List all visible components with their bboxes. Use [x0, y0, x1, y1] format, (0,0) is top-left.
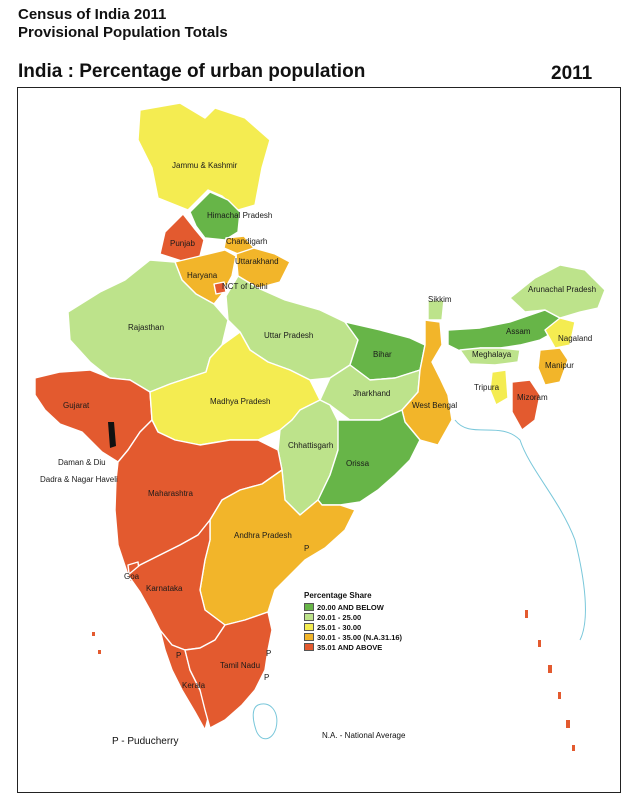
label-chandigarh: Chandigarh	[226, 237, 267, 246]
label-meghalaya: Meghalaya	[472, 350, 512, 359]
map-title: India : Percentage of urban population	[18, 61, 366, 82]
label-jammu-kashmir: Jammu & Kashmir	[172, 161, 238, 170]
label-chhattisgarh: Chhattisgarh	[288, 441, 333, 450]
national-average-note: N.A. - National Average	[322, 731, 406, 740]
label-assam: Assam	[506, 327, 531, 336]
state-meghalaya	[459, 347, 521, 366]
legend-item: 25.01 - 30.00	[304, 622, 402, 632]
label-arunachal: Arunachal Pradesh	[528, 285, 596, 294]
daman-diu-marker	[108, 422, 116, 448]
legend-item: 20.01 - 25.00	[304, 612, 402, 622]
label-tripura: Tripura	[474, 383, 500, 392]
label-andhra-pradesh: Andhra Pradesh	[234, 531, 292, 540]
legend-swatch	[304, 613, 314, 621]
puducherry-note: P - Puducherry	[112, 736, 179, 747]
label-maharashtra: Maharashtra	[148, 489, 193, 498]
census-subheader: Provisional Population Totals	[18, 24, 228, 41]
legend-item: 20.00 AND BELOW	[304, 602, 402, 612]
label-puducherry-p1: P	[304, 544, 309, 553]
legend-item: 30.01 - 35.00 (N.A.31.16)	[304, 632, 402, 642]
label-goa: Goa	[124, 572, 140, 581]
legend-items: 20.00 AND BELOW 20.01 - 25.00 25.01 - 30.0…	[304, 602, 402, 652]
legend-label: 35.01 AND ABOVE	[317, 642, 383, 652]
census-header: Census of India 2011	[18, 6, 167, 23]
legend-swatch	[304, 643, 314, 651]
legend-swatch	[304, 623, 314, 631]
label-uttarakhand: Uttarakhand	[235, 257, 279, 266]
state-manipur	[537, 347, 569, 386]
label-himachal: Himachal Pradesh	[207, 211, 272, 220]
label-tamil-nadu: Tamil Nadu	[220, 661, 260, 670]
andaman-islands	[525, 610, 575, 751]
label-gujarat: Gujarat	[63, 401, 90, 410]
state-himachal-pradesh	[189, 191, 241, 241]
label-uttar-pradesh: Uttar Pradesh	[264, 331, 313, 340]
state-nagaland	[544, 317, 576, 349]
state-orissa	[317, 409, 421, 506]
map-frame	[17, 87, 621, 793]
state-tamil-nadu	[184, 611, 273, 729]
legend-title: Percentage Share	[304, 591, 372, 600]
legend-item: 35.01 AND ABOVE	[304, 642, 402, 652]
label-puducherry-p2: P	[266, 649, 271, 658]
label-bihar: Bihar	[373, 350, 392, 359]
state-assam	[447, 309, 561, 353]
label-haryana: Haryana	[187, 271, 218, 280]
label-orissa: Orissa	[346, 459, 370, 468]
label-kerala: Kerala	[182, 681, 206, 690]
label-jharkhand: Jharkhand	[353, 389, 390, 398]
state-delhi	[213, 281, 227, 295]
label-rajasthan: Rajasthan	[128, 323, 164, 332]
coast-line	[454, 419, 586, 641]
label-madhya-pradesh: Madhya Pradesh	[210, 397, 270, 406]
state-arunachal-pradesh	[509, 264, 606, 319]
label-daman-diu: Daman & Diu	[58, 458, 106, 467]
map-year: 2011	[551, 63, 593, 84]
label-karnataka: Karnataka	[146, 584, 183, 593]
state-tripura	[489, 369, 509, 406]
legend-label: 20.01 - 25.00	[317, 612, 362, 622]
label-manipur: Manipur	[545, 361, 574, 370]
label-dadra-nagar-haveli: Dadra & Nagar Haveli	[40, 475, 118, 484]
legend-label: 20.00 AND BELOW	[317, 602, 384, 612]
label-nagaland: Nagaland	[558, 334, 592, 343]
label-west-bengal: West Bengal	[412, 401, 457, 410]
label-mizoram: Mizoram	[517, 393, 548, 402]
sri-lanka-outline	[252, 703, 278, 740]
label-delhi: NCT of Delhi	[222, 282, 268, 291]
state-west-bengal	[401, 319, 453, 446]
legend-label: 25.01 - 30.00	[317, 622, 362, 632]
legend-swatch	[304, 633, 314, 641]
label-puducherry-p3: P	[264, 673, 269, 682]
label-punjab: Punjab	[170, 239, 195, 248]
state-punjab	[159, 213, 205, 263]
legend-swatch	[304, 603, 314, 611]
legend-label: 30.01 - 35.00 (N.A.31.16)	[317, 632, 403, 642]
map-legend: Percentage Share 20.00 AND BELOW 20.01 - …	[304, 591, 402, 652]
state-jammu-kashmir	[137, 102, 271, 211]
label-sikkim: Sikkim	[428, 295, 452, 304]
label-puducherry-p4: P	[176, 651, 181, 660]
state-mizoram	[511, 379, 541, 431]
state-sikkim	[427, 299, 445, 321]
lakshadweep-islands	[92, 632, 101, 654]
